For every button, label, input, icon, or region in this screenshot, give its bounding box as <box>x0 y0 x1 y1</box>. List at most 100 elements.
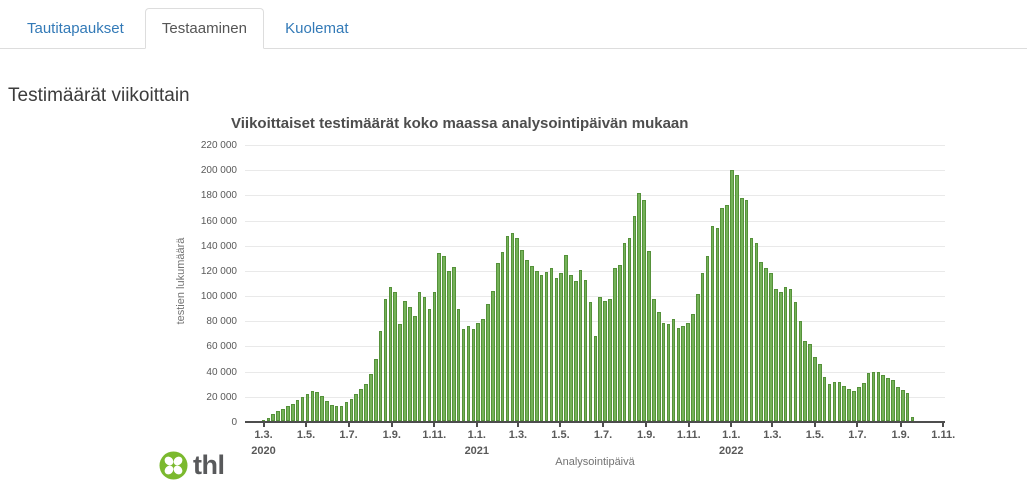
bar-week-16[interactable] <box>334 406 339 421</box>
bar-week-20[interactable] <box>354 394 358 421</box>
bar-week-128[interactable] <box>881 374 886 421</box>
bar-week-75[interactable] <box>622 243 627 421</box>
bar-week-63[interactable] <box>564 254 568 421</box>
bar-week-65[interactable] <box>574 280 578 421</box>
bar-week-121[interactable] <box>847 389 851 421</box>
bar-week-92[interactable] <box>705 255 710 421</box>
bar-week-23[interactable] <box>369 374 373 421</box>
bar-week-50[interactable] <box>500 252 505 421</box>
bar-week-105[interactable] <box>769 273 773 421</box>
tab-tautitapaukset[interactable]: Tautitapaukset <box>27 20 124 37</box>
bar-week-116[interactable] <box>822 376 827 421</box>
bar-week-103[interactable] <box>759 262 764 421</box>
tab-testaaminen[interactable]: Testaaminen <box>144 8 264 49</box>
bar-week-69[interactable] <box>593 336 598 421</box>
bar-week-107[interactable] <box>778 292 783 421</box>
bar-week-25[interactable] <box>378 331 383 421</box>
bar-week-120[interactable] <box>842 385 846 421</box>
bar-week-34[interactable] <box>422 297 427 421</box>
bar-week-133[interactable] <box>905 393 910 421</box>
bar-week-41[interactable] <box>456 308 461 421</box>
bar-week-49[interactable] <box>495 263 500 421</box>
bar-week-91[interactable] <box>700 273 705 421</box>
bar-week-8[interactable] <box>295 399 300 421</box>
bar-week-15[interactable] <box>330 405 334 421</box>
bar-week-62[interactable] <box>559 273 563 421</box>
bar-week-52[interactable] <box>510 233 515 421</box>
bar-week-67[interactable] <box>583 279 588 421</box>
bar-week-53[interactable] <box>515 238 520 421</box>
bar-week-5[interactable] <box>281 408 285 421</box>
bar-week-43[interactable] <box>466 326 471 421</box>
bar-week-32[interactable] <box>412 316 417 421</box>
bar-week-108[interactable] <box>783 287 788 421</box>
bar-week-87[interactable] <box>681 326 685 421</box>
bar-week-10[interactable] <box>305 393 310 421</box>
bar-week-70[interactable] <box>598 297 602 421</box>
bar-week-90[interactable] <box>696 293 700 421</box>
bar-week-39[interactable] <box>447 270 451 421</box>
bar-week-131[interactable] <box>896 387 900 421</box>
bar-week-11[interactable] <box>310 390 315 421</box>
bar-week-95[interactable] <box>720 207 724 421</box>
bar-week-110[interactable] <box>793 302 798 421</box>
bar-week-24[interactable] <box>373 359 378 421</box>
bar-week-78[interactable] <box>637 192 642 421</box>
bar-week-71[interactable] <box>603 301 607 421</box>
bar-week-98[interactable] <box>735 175 739 421</box>
bar-week-59[interactable] <box>544 272 549 421</box>
bar-week-36[interactable] <box>432 292 437 421</box>
bar-week-1[interactable] <box>261 420 266 421</box>
bar-week-48[interactable] <box>491 291 495 421</box>
bar-week-104[interactable] <box>764 268 768 421</box>
bar-week-46[interactable] <box>481 318 485 421</box>
bar-week-111[interactable] <box>798 321 803 421</box>
bar-week-118[interactable] <box>832 381 837 421</box>
bar-week-74[interactable] <box>617 264 622 421</box>
bar-week-28[interactable] <box>393 292 398 421</box>
bar-week-18[interactable] <box>344 401 349 421</box>
bar-week-86[interactable] <box>676 327 681 421</box>
bar-week-125[interactable] <box>866 372 871 421</box>
bar-week-129[interactable] <box>886 377 890 421</box>
bar-week-115[interactable] <box>818 364 822 421</box>
bar-week-21[interactable] <box>359 389 363 421</box>
bar-week-83[interactable] <box>661 322 666 421</box>
bar-week-38[interactable] <box>442 255 446 421</box>
bar-week-60[interactable] <box>549 268 554 421</box>
bar-week-114[interactable] <box>813 356 817 421</box>
bar-week-127[interactable] <box>876 372 881 421</box>
bar-week-51[interactable] <box>505 235 510 421</box>
bar-week-47[interactable] <box>486 303 490 421</box>
bar-week-66[interactable] <box>578 269 583 421</box>
bar-week-26[interactable] <box>383 298 388 421</box>
bar-week-17[interactable] <box>339 406 344 421</box>
bar-week-55[interactable] <box>525 259 529 421</box>
bar-week-77[interactable] <box>632 215 637 421</box>
bar-week-81[interactable] <box>652 298 656 421</box>
bar-week-56[interactable] <box>530 265 534 421</box>
bar-week-64[interactable] <box>569 274 573 421</box>
bar-week-109[interactable] <box>788 288 793 421</box>
bar-week-68[interactable] <box>588 302 593 421</box>
bar-week-106[interactable] <box>774 288 778 421</box>
bar-week-99[interactable] <box>739 197 744 421</box>
bar-week-93[interactable] <box>710 225 715 421</box>
bar-week-9[interactable] <box>300 397 305 421</box>
bar-week-42[interactable] <box>461 328 466 421</box>
bar-week-113[interactable] <box>808 343 812 421</box>
bar-week-58[interactable] <box>539 274 544 421</box>
bar-week-132[interactable] <box>900 389 905 421</box>
bar-week-14[interactable] <box>325 400 329 421</box>
bar-week-88[interactable] <box>686 322 690 421</box>
bar-week-27[interactable] <box>388 287 393 421</box>
bar-week-79[interactable] <box>642 200 646 421</box>
bar-week-124[interactable] <box>861 382 866 421</box>
bar-week-61[interactable] <box>554 278 559 421</box>
bar-week-3[interactable] <box>271 413 276 421</box>
bar-week-40[interactable] <box>452 267 456 421</box>
bar-week-57[interactable] <box>534 270 539 421</box>
bar-week-13[interactable] <box>320 395 324 421</box>
bar-week-123[interactable] <box>857 387 861 421</box>
bar-week-84[interactable] <box>666 323 671 421</box>
